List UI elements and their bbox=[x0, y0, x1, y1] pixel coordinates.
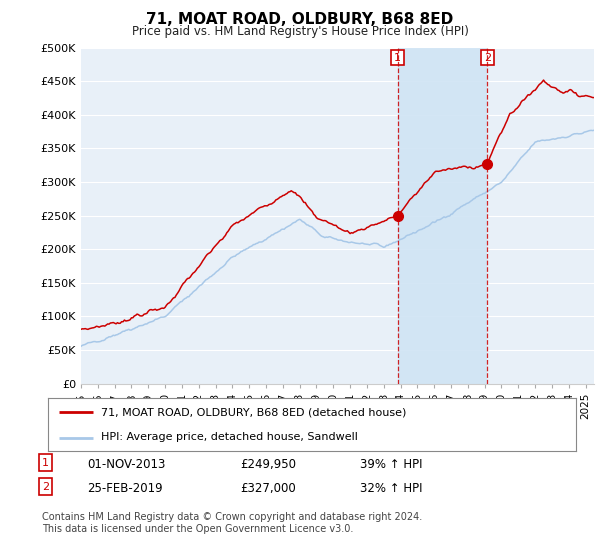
Bar bbox=[398, 48, 487, 384]
Text: 2: 2 bbox=[484, 53, 491, 63]
Text: £249,950: £249,950 bbox=[240, 458, 296, 470]
Text: 2: 2 bbox=[42, 482, 49, 492]
Text: 71, MOAT ROAD, OLDBURY, B68 8ED (detached house): 71, MOAT ROAD, OLDBURY, B68 8ED (detache… bbox=[101, 408, 406, 418]
Text: 39% ↑ HPI: 39% ↑ HPI bbox=[360, 458, 422, 470]
Text: 71, MOAT ROAD, OLDBURY, B68 8ED: 71, MOAT ROAD, OLDBURY, B68 8ED bbox=[146, 12, 454, 27]
Text: Contains HM Land Registry data © Crown copyright and database right 2024.
This d: Contains HM Land Registry data © Crown c… bbox=[42, 512, 422, 534]
Text: 25-FEB-2019: 25-FEB-2019 bbox=[87, 482, 163, 494]
Text: Price paid vs. HM Land Registry's House Price Index (HPI): Price paid vs. HM Land Registry's House … bbox=[131, 25, 469, 38]
Text: 32% ↑ HPI: 32% ↑ HPI bbox=[360, 482, 422, 494]
Text: 1: 1 bbox=[394, 53, 401, 63]
Text: 1: 1 bbox=[42, 458, 49, 468]
Text: £327,000: £327,000 bbox=[240, 482, 296, 494]
Text: HPI: Average price, detached house, Sandwell: HPI: Average price, detached house, Sand… bbox=[101, 432, 358, 442]
Text: 01-NOV-2013: 01-NOV-2013 bbox=[87, 458, 166, 470]
